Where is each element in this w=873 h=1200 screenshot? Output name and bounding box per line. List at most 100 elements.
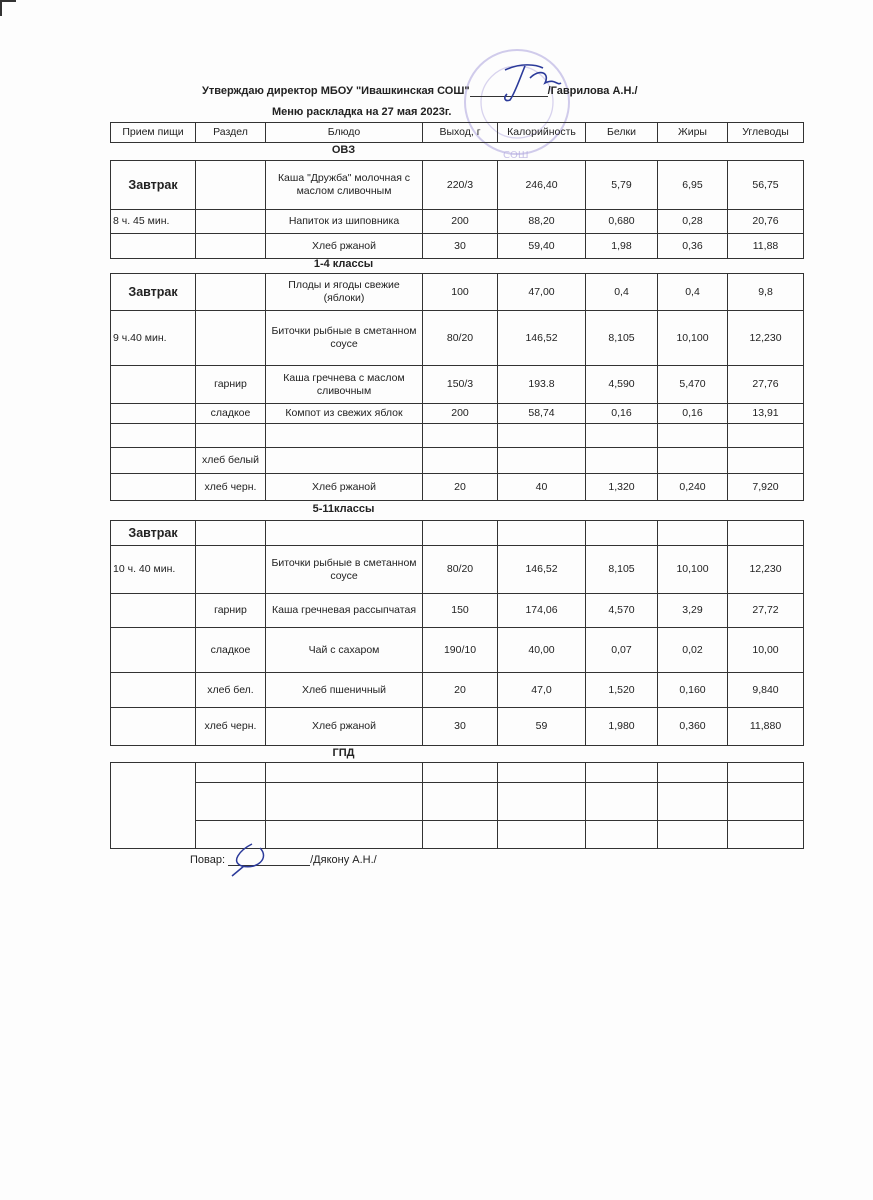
column-header: Углеводы xyxy=(727,122,804,143)
table-cell: 80/20 xyxy=(422,545,498,594)
table-cell: Биточки рыбные в сметанном соусе xyxy=(265,310,423,366)
table-cell: Плоды и ягоды свежие (яблоки) xyxy=(265,273,423,311)
table-cell: 200 xyxy=(422,403,498,424)
cook-label: Повар: xyxy=(190,854,226,866)
table-cell xyxy=(195,310,266,366)
table-cell: 150/3 xyxy=(422,365,498,404)
table-cell: 9,8 xyxy=(727,273,804,311)
menu-table: Завтрак Плоды и ягоды свежие (яблоки) 100 4… xyxy=(110,273,804,501)
table-cell xyxy=(110,762,196,849)
table-cell xyxy=(265,423,423,448)
table-cell: 88,20 xyxy=(497,209,586,234)
table-cell xyxy=(110,593,196,628)
table-cell: 0,160 xyxy=(657,672,728,708)
table-cell: сладкое xyxy=(195,403,266,424)
table-cell xyxy=(727,447,804,474)
table-row: гарнир Каша гречнева с маслом сливочным 15… xyxy=(110,365,804,404)
table-row xyxy=(110,762,804,849)
column-header: Выход, г xyxy=(422,122,498,143)
table-cell: 0,240 xyxy=(657,473,728,501)
table-cell: 174,06 xyxy=(497,593,586,628)
table-cell: 59 xyxy=(497,707,586,746)
table-cell: 12,230 xyxy=(727,310,804,366)
table-row: гарнир Каша гречневая рассыпчатая 150 174,0… xyxy=(110,593,804,628)
table-cell: 0,36 xyxy=(657,233,728,259)
table-cell xyxy=(727,762,804,783)
director-signature xyxy=(504,64,562,102)
table-row: хлеб черн. Хлеб ржаной 30 59 1,980 0,360 11,88… xyxy=(110,707,804,746)
table-cell: Хлеб ржаной xyxy=(265,233,423,259)
table-cell: 20 xyxy=(422,473,498,501)
table-cell xyxy=(195,762,266,783)
table-cell: 4,570 xyxy=(585,593,658,628)
table-cell xyxy=(110,672,196,708)
table-cell: сладкое xyxy=(195,627,266,673)
cook-signature xyxy=(231,843,265,877)
table-cell: 40 xyxy=(497,473,586,501)
table-cell: Завтрак xyxy=(110,273,196,311)
column-header: Блюдо xyxy=(265,122,423,143)
scan-corner-mark xyxy=(0,0,16,16)
approval-text: Утверждаю директор МБОУ "Ивашкинская СОШ… xyxy=(202,85,470,97)
table-cell xyxy=(265,762,423,783)
column-header-row: Прием пищи Раздел Блюдо Выход, г Калорийност… xyxy=(110,122,804,143)
table-cell xyxy=(585,447,658,474)
table-cell: Каша "Дружба" молочная с маслом сливочны… xyxy=(265,160,423,210)
table-cell: 0,16 xyxy=(585,403,658,424)
table-cell xyxy=(585,762,658,783)
table-cell xyxy=(422,520,498,546)
table-cell: 1,320 xyxy=(585,473,658,501)
table-cell: 193.8 xyxy=(497,365,586,404)
table-cell: 9 ч.40 мин. xyxy=(110,310,196,366)
table-cell xyxy=(657,520,728,546)
table-cell: Каша гречневая рассыпчатая xyxy=(265,593,423,628)
table-cell xyxy=(657,782,728,821)
table-cell xyxy=(195,545,266,594)
page-title: Меню раскладка на 27 мая 2023г. xyxy=(272,106,452,118)
table-cell xyxy=(110,447,196,474)
table-cell: 12,230 xyxy=(727,545,804,594)
table-cell: 10 ч. 40 мин. xyxy=(110,545,196,594)
table-cell: 3,29 xyxy=(657,593,728,628)
table-cell: 10,00 xyxy=(727,627,804,673)
table-cell: 0,02 xyxy=(657,627,728,673)
table-cell: 220/3 xyxy=(422,160,498,210)
table-cell: 0,360 xyxy=(657,707,728,746)
table-cell: 146,52 xyxy=(497,310,586,366)
table-cell xyxy=(585,820,658,849)
table-cell: 5,79 xyxy=(585,160,658,210)
table-cell: 11,880 xyxy=(727,707,804,746)
table-cell: Хлеб ржаной xyxy=(265,707,423,746)
director-signature-line xyxy=(469,84,548,97)
menu-table: Завтрак Каша "Дружба" молочная с маслом с… xyxy=(110,160,804,259)
table-cell: 30 xyxy=(422,233,498,259)
table-cell: 0,07 xyxy=(585,627,658,673)
table-cell: 0,680 xyxy=(585,209,658,234)
table-cell: 8 ч. 45 мин. xyxy=(110,209,196,234)
table-cell xyxy=(195,160,266,210)
table-row xyxy=(111,820,804,849)
table-cell: 190/10 xyxy=(422,627,498,673)
cook-name: /Дякону А.Н./ xyxy=(310,854,377,866)
table-cell: 47,0 xyxy=(497,672,586,708)
table-cell: 4,590 xyxy=(585,365,658,404)
table-cell xyxy=(422,423,498,448)
table-cell: 80/20 xyxy=(422,310,498,366)
table-cell: Биточки рыбные в сметанном соусе xyxy=(265,545,423,594)
table-cell: 56,75 xyxy=(727,160,804,210)
section-label: ОВЗ xyxy=(331,144,356,156)
table-cell: 27,72 xyxy=(727,593,804,628)
table-cell xyxy=(110,423,196,448)
table-cell: 1,98 xyxy=(585,233,658,259)
cook-signature-blank xyxy=(228,853,311,866)
table-cell xyxy=(265,520,423,546)
table-cell xyxy=(110,627,196,673)
column-header: Белки xyxy=(585,122,658,143)
table-cell xyxy=(657,762,728,783)
table-cell: 8,105 xyxy=(585,310,658,366)
table-cell: 5,470 xyxy=(657,365,728,404)
table-cell xyxy=(585,423,658,448)
approval-line: Утверждаю директор МБОУ "Ивашкинская СОШ… xyxy=(202,84,638,97)
table-cell: 246,40 xyxy=(497,160,586,210)
table-cell: Хлеб пшеничный xyxy=(265,672,423,708)
